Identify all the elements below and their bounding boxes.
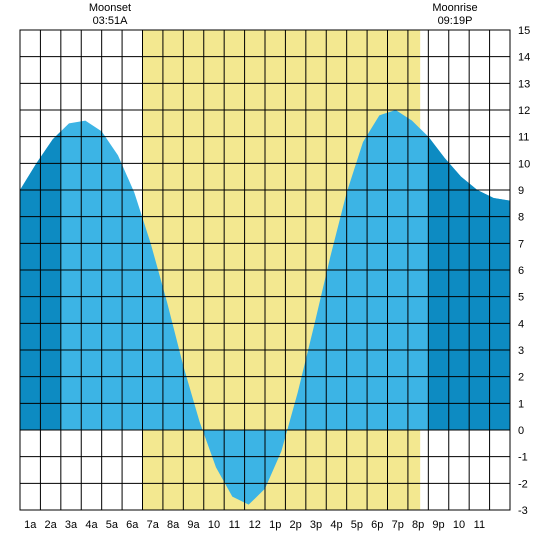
x-tick-label: 8a — [167, 519, 180, 531]
x-tick-label: 10 — [208, 519, 220, 531]
x-tick-label: 11 — [229, 519, 240, 531]
x-tick-label: 5p — [351, 519, 363, 531]
x-tick-label: 11 — [474, 519, 485, 531]
x-tick-label: 9a — [187, 519, 200, 531]
y-tick-label: 7 — [518, 238, 524, 250]
y-tick-label: 9 — [518, 185, 524, 197]
x-tick-label: 1p — [269, 519, 281, 531]
x-tick-label: 8p — [412, 519, 424, 531]
x-tick-label: 7a — [147, 519, 160, 531]
y-tick-label: -1 — [518, 452, 528, 464]
y-tick-label: -2 — [518, 478, 528, 490]
y-tick-label: 3 — [518, 345, 524, 357]
y-tick-label: 8 — [518, 212, 524, 224]
chart-svg: 1a2a3a4a5a6a7a8a9a1011121p2p3p4p5p6p7p8p… — [0, 0, 550, 550]
x-tick-label: 12 — [249, 519, 261, 531]
x-tick-label: 7p — [392, 519, 404, 531]
y-tick-label: 13 — [518, 78, 530, 90]
moonrise-time: 09:19P — [425, 15, 485, 28]
y-tick-label: 11 — [518, 132, 529, 144]
y-tick-label: 1 — [518, 398, 524, 410]
moonrise-label: Moonrise 09:19P — [425, 2, 485, 28]
x-tick-label: 6p — [371, 519, 383, 531]
x-tick-label: 6a — [126, 519, 139, 531]
y-tick-label: 5 — [518, 292, 524, 304]
y-tick-label: 15 — [518, 25, 530, 37]
x-tick-label: 2p — [290, 519, 302, 531]
y-tick-label: 12 — [518, 105, 530, 117]
y-tick-label: 6 — [518, 265, 524, 277]
x-tick-label: 9p — [432, 519, 444, 531]
y-tick-label: 14 — [518, 52, 530, 64]
tide-chart: Moonset 03:51A Moonrise 09:19P 1a 2a 3a 4a 5… — [0, 0, 550, 550]
moonset-label: Moonset 03:51A — [80, 2, 140, 28]
y-tick-label: 10 — [518, 158, 530, 170]
x-tick-label: 5a — [106, 519, 119, 531]
y-tick-label: 4 — [518, 318, 524, 330]
x-tick-label: 4a — [85, 519, 98, 531]
x-tick-label: 3a — [65, 519, 78, 531]
x-tick-label: 2a — [45, 519, 58, 531]
y-tick-label: 0 — [518, 425, 524, 437]
x-tick-label: 10 — [453, 519, 465, 531]
moonrise-title: Moonrise — [425, 2, 485, 15]
y-tick-label: -3 — [518, 505, 528, 517]
y-tick-label: 2 — [518, 372, 524, 384]
moonset-title: Moonset — [80, 2, 140, 15]
x-tick-label: 1a — [24, 519, 37, 531]
x-tick-label: 3p — [310, 519, 322, 531]
moonset-time: 03:51A — [80, 15, 140, 28]
x-tick-label: 4p — [330, 519, 342, 531]
